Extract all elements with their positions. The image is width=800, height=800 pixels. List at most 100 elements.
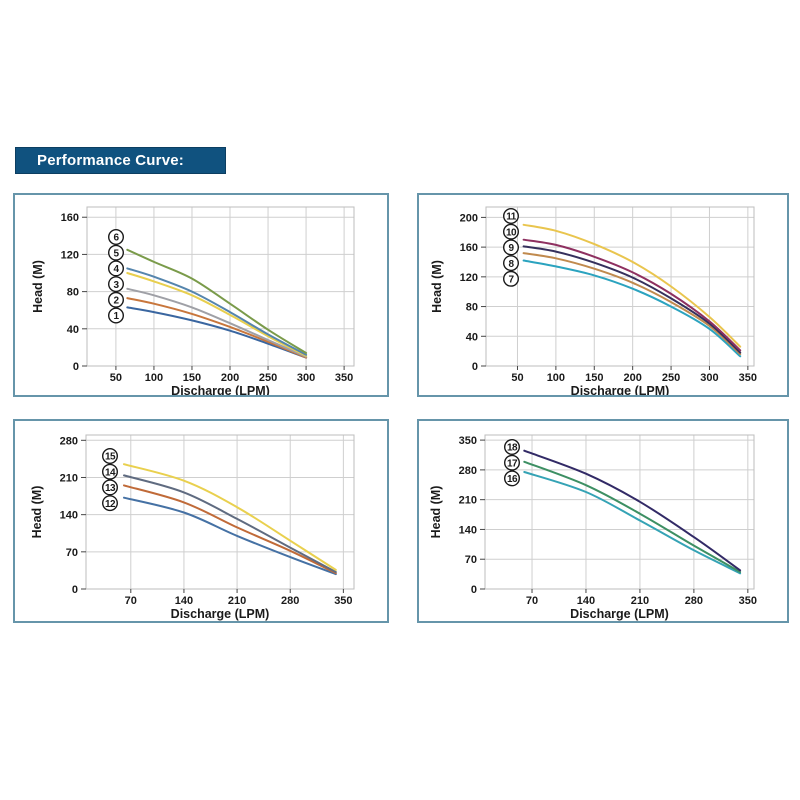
y-tick-label: 140 bbox=[459, 524, 477, 536]
y-tick-label: 70 bbox=[465, 554, 477, 566]
x-tick-label: 50 bbox=[110, 372, 122, 384]
badge-circle-8 bbox=[502, 255, 519, 272]
y-tick-label: 0 bbox=[73, 361, 79, 373]
x-axis-title: Discharge (LPM) bbox=[171, 607, 270, 621]
y-tick-label: 120 bbox=[460, 272, 478, 284]
x-tick-label: 70 bbox=[125, 595, 137, 607]
x-tick-label: 280 bbox=[281, 595, 299, 607]
pump-curve-chart-1: 50 100 150 200 250 300 350 0 40 80 120 160 Discharge… bbox=[13, 193, 389, 397]
badge-circle-15 bbox=[101, 448, 118, 465]
badge-circle-7 bbox=[502, 270, 519, 287]
axis-ticks bbox=[81, 439, 344, 593]
badge-number-13: 13 bbox=[105, 483, 116, 494]
x-tick-label: 140 bbox=[175, 595, 193, 607]
badge-circle-14 bbox=[101, 463, 118, 480]
section-title-bar: Performance Curve: bbox=[15, 147, 226, 174]
x-tick-label: 250 bbox=[259, 372, 277, 384]
badge-circle-9 bbox=[502, 239, 519, 256]
curve-15 bbox=[123, 463, 337, 571]
y-tick-label: 120 bbox=[61, 249, 79, 261]
badge-number-1: 1 bbox=[113, 311, 119, 322]
badge-number-8: 8 bbox=[508, 259, 514, 270]
x-tick-label: 210 bbox=[228, 595, 246, 607]
chart-svg: 70 140 210 280 350 0 70 140 210 280 350 Discharge (… bbox=[429, 434, 757, 621]
gridlines bbox=[87, 207, 354, 367]
badge-circle-10 bbox=[502, 223, 519, 240]
curves bbox=[123, 463, 337, 576]
y-tick-label: 160 bbox=[61, 212, 79, 224]
badge-number-6: 6 bbox=[113, 233, 119, 244]
axis-tick-labels: 50 100 150 200 250 300 350 0 40 80 120 160 200 bbox=[460, 212, 757, 384]
gridlines bbox=[486, 207, 754, 367]
chart-svg: 50 100 150 200 250 300 35004080120160200Discha… bbox=[430, 206, 757, 395]
y-tick-label: 40 bbox=[67, 324, 79, 336]
badge-number-17: 17 bbox=[507, 458, 518, 469]
x-tick-label: 300 bbox=[297, 372, 315, 384]
curve-3 bbox=[126, 287, 308, 358]
badge-circle-4 bbox=[107, 260, 124, 277]
plot-border bbox=[85, 434, 355, 590]
y-axis-title: Head (M) bbox=[429, 486, 443, 539]
curves bbox=[523, 449, 742, 575]
curve-7 bbox=[522, 259, 742, 358]
y-axis-title: Head (M) bbox=[31, 260, 45, 313]
badge-circle-3 bbox=[107, 276, 124, 293]
y-tick-label: 160 bbox=[460, 242, 478, 254]
x-tick-label: 350 bbox=[334, 595, 352, 607]
y-tick-label: 140 bbox=[60, 510, 78, 522]
curve-2 bbox=[126, 297, 308, 359]
plot-border bbox=[484, 434, 755, 590]
y-tick-label: 80 bbox=[67, 287, 79, 299]
curve-number-badges: 11 10 9 8 7 bbox=[502, 207, 519, 287]
curve-13 bbox=[123, 484, 337, 575]
badge-number-5: 5 bbox=[113, 248, 119, 259]
badge-number-12: 12 bbox=[105, 499, 116, 510]
badge-circle-1 bbox=[107, 307, 124, 324]
badge-number-4: 4 bbox=[113, 264, 119, 275]
y-axis-title: Head (M) bbox=[30, 486, 44, 539]
y-tick-label: 0 bbox=[471, 584, 477, 596]
x-tick-label: 210 bbox=[631, 595, 649, 607]
curve-14 bbox=[123, 474, 337, 573]
x-tick-label: 280 bbox=[685, 595, 703, 607]
axis-ticks bbox=[82, 216, 345, 370]
x-tick-label: 350 bbox=[335, 372, 353, 384]
curve-18 bbox=[523, 449, 742, 572]
x-tick-label: 150 bbox=[183, 372, 201, 384]
plot-border bbox=[485, 206, 755, 367]
curve-5 bbox=[126, 267, 308, 356]
badge-number-10: 10 bbox=[506, 227, 517, 238]
x-tick-label: 350 bbox=[739, 372, 757, 384]
x-axis-title: Discharge (LPM) bbox=[570, 607, 669, 621]
curve-17 bbox=[523, 460, 742, 573]
curves bbox=[522, 223, 742, 358]
curve-8 bbox=[522, 252, 742, 356]
pump-curve-chart-2: 50 100 150 200 250 300 350 0 40 80 120 160 200 Discha… bbox=[417, 193, 789, 397]
badge-circle-5 bbox=[107, 244, 124, 261]
section-title: Performance Curve: bbox=[37, 152, 184, 169]
x-tick-label: 200 bbox=[221, 372, 239, 384]
x-tick-label: 50 bbox=[511, 372, 523, 384]
axis-ticks bbox=[480, 439, 749, 593]
axis-tick-labels: 70 140 210 280 350 0 70 140 210 280 350 bbox=[459, 435, 757, 607]
y-tick-label: 0 bbox=[72, 584, 78, 596]
badge-number-16: 16 bbox=[507, 474, 518, 485]
x-tick-label: 300 bbox=[700, 372, 718, 384]
badge-circle-6 bbox=[107, 229, 124, 246]
x-tick-label: 140 bbox=[577, 595, 595, 607]
x-tick-label: 200 bbox=[623, 372, 641, 384]
x-tick-label: 150 bbox=[585, 372, 603, 384]
curve-number-badges: 6 5 4 3 2 1 bbox=[107, 229, 124, 324]
badge-number-11: 11 bbox=[506, 212, 517, 223]
y-tick-label: 210 bbox=[459, 495, 477, 507]
curve-10 bbox=[522, 238, 742, 352]
x-tick-label: 70 bbox=[526, 595, 538, 607]
chart-svg: 70 140 210 280 350 0 70 140 210 280 Discharge (LPM… bbox=[30, 434, 355, 621]
badge-number-7: 7 bbox=[508, 275, 514, 286]
curve-11 bbox=[522, 223, 742, 348]
curve-9 bbox=[522, 245, 742, 354]
pump-curve-chart-3: 70 140 210 280 350 0 70 140 210 280 Discharge (LPM… bbox=[13, 419, 389, 623]
x-axis-title: Discharge (LPM) bbox=[171, 384, 270, 395]
y-tick-label: 200 bbox=[460, 212, 478, 224]
y-tick-label: 280 bbox=[459, 465, 477, 477]
